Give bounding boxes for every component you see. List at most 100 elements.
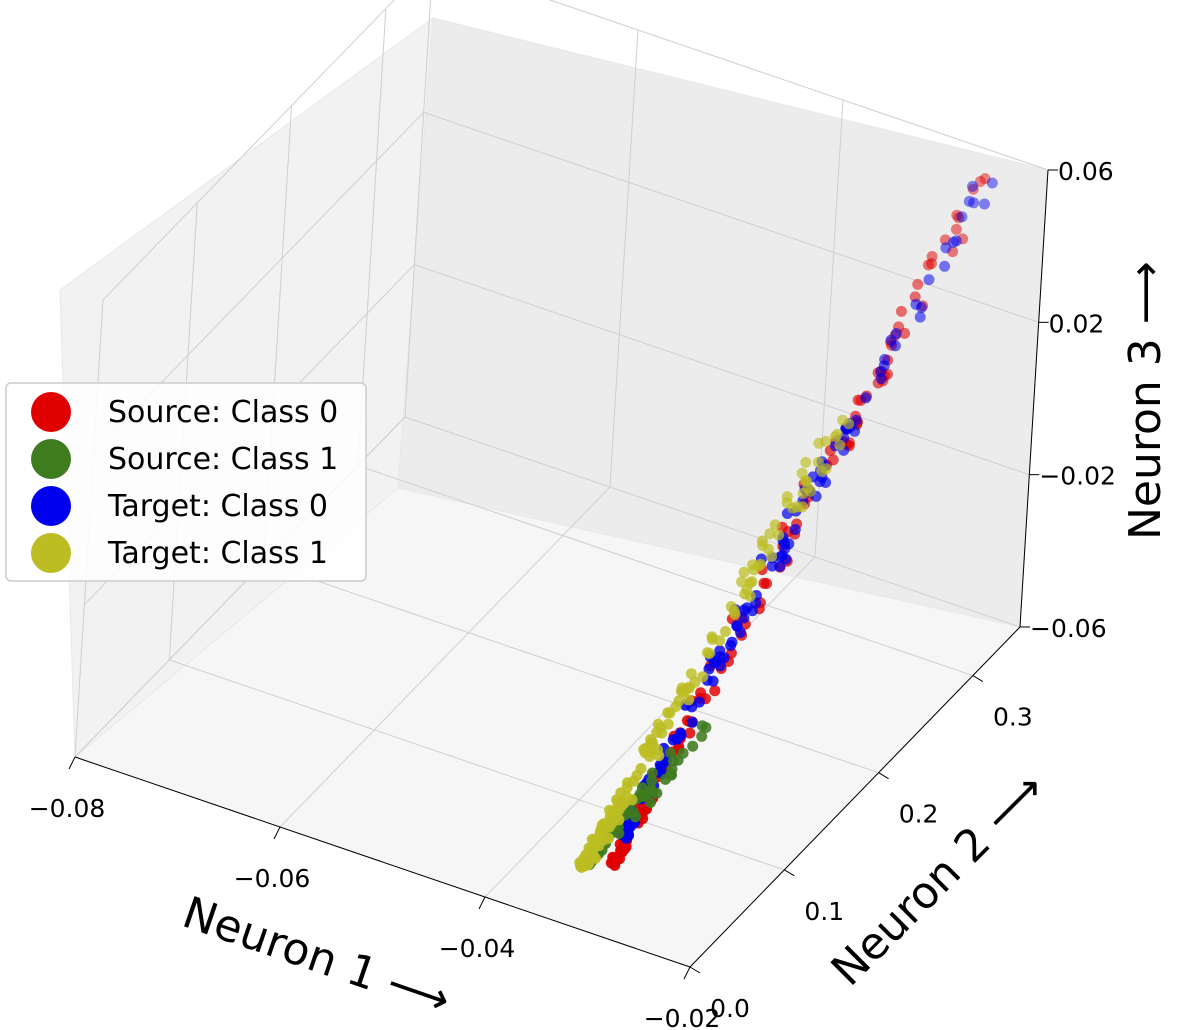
legend-marker-target-class-1: [31, 533, 71, 573]
data-point: [766, 560, 778, 572]
data-point: [611, 852, 623, 864]
y-axis-title: Neuron 2 ⟶: [822, 763, 1055, 996]
x-axis-tick: [683, 966, 691, 980]
data-point: [720, 626, 731, 637]
data-point: [979, 173, 991, 185]
data-point: [668, 755, 679, 767]
data-point: [979, 198, 990, 210]
y-axis-tick: [689, 966, 701, 974]
data-point: [631, 769, 643, 781]
z-axis-tick-label: −0.02: [1039, 462, 1116, 491]
data-point: [813, 437, 825, 449]
legend-box: [5, 382, 367, 582]
data-point: [738, 612, 750, 624]
x-axis-line: [74, 756, 691, 968]
legend-marker-source-class-1: [31, 439, 71, 479]
data-point: [703, 648, 715, 659]
data-point: [885, 334, 897, 346]
data-point: [644, 751, 656, 762]
data-point: [940, 242, 952, 254]
data-point: [963, 195, 975, 207]
x-axis-tick: [68, 756, 76, 770]
data-point: [769, 519, 781, 531]
data-point: [696, 720, 708, 732]
data-point: [747, 559, 759, 571]
data-point: [637, 791, 649, 802]
data-point: [675, 729, 687, 741]
tick-labels: −0.08−0.06−0.04−0.020.00.10.20.3−0.06−0.…: [29, 157, 1116, 1030]
data-point: [956, 211, 968, 223]
y-axis-line: [689, 626, 1021, 968]
data-point: [968, 197, 980, 209]
data-point: [687, 740, 699, 752]
z-axis-tick-label: −0.06: [1030, 614, 1107, 643]
y-axis-tick-label: 0.0: [710, 994, 750, 1023]
data-point: [789, 524, 801, 535]
z-axis-tick-label: 0.06: [1058, 157, 1114, 186]
data-point: [613, 827, 625, 839]
data-point: [645, 734, 657, 745]
data-point: [598, 821, 610, 833]
data-point: [744, 590, 756, 602]
x-axis-tick: [273, 826, 281, 840]
data-point: [741, 602, 753, 614]
data-point: [621, 782, 633, 793]
data-point: [762, 543, 774, 555]
legend-label-source-class-1: Source: Class 1: [108, 442, 338, 477]
data-point: [950, 223, 962, 235]
data-point: [796, 467, 808, 479]
data-point: [802, 482, 814, 494]
x-axis-tick: [478, 896, 486, 910]
data-point: [953, 212, 965, 224]
grid-line: [404, 0, 432, 418]
data-point: [755, 558, 767, 570]
z-axis-tick-label: 0.02: [1049, 309, 1105, 338]
data-point: [939, 260, 951, 272]
data-point: [787, 502, 799, 514]
data-point: [611, 810, 623, 822]
legend-label-target-class-0: Target: Class 0: [107, 489, 328, 524]
tick-marks: [68, 169, 1058, 980]
data-point: [967, 183, 979, 195]
data-point: [797, 501, 808, 513]
data-point: [922, 259, 934, 271]
legend-label-source-class-0: Source: Class 0: [108, 395, 338, 430]
data-point: [618, 797, 630, 809]
data-point: [912, 278, 924, 290]
grid-line: [357, 465, 974, 677]
z-axis-title: Neuron 3 ⟶: [1120, 261, 1171, 540]
data-point: [696, 730, 708, 742]
data-point: [967, 180, 978, 192]
data-point: [764, 528, 776, 540]
data-point: [676, 682, 688, 694]
data-points: [574, 173, 998, 873]
data-point: [780, 553, 792, 565]
y-axis-tick: [784, 869, 795, 877]
y-axis-tick: [972, 675, 984, 683]
x-axis-tick-label: −0.08: [29, 794, 106, 823]
data-point: [685, 668, 697, 680]
legend-label-target-class-1: Target: Class 1: [107, 536, 328, 571]
data-point: [926, 251, 938, 262]
grid-line: [404, 416, 1021, 628]
legend: Source: Class 0 Source: Class 1 Target: Cl…: [5, 382, 367, 582]
data-point: [875, 366, 887, 378]
grid-line: [609, 29, 639, 488]
data-point: [646, 775, 658, 787]
x-axis-tick-label: −0.02: [644, 1004, 721, 1030]
x-axis-tick-label: −0.04: [439, 934, 516, 963]
data-point: [779, 543, 791, 555]
data-point: [974, 176, 986, 187]
data-point: [837, 414, 849, 426]
legend-items: Source: Class 0 Source: Class 1 Target: Cl…: [31, 392, 338, 573]
data-point: [697, 671, 709, 683]
data-point: [895, 305, 907, 317]
data-point: [816, 465, 828, 477]
data-point: [655, 722, 667, 734]
data-point: [708, 657, 720, 668]
data-point: [773, 529, 785, 541]
data-point: [670, 700, 682, 712]
data-point: [593, 840, 605, 852]
data-point: [718, 652, 730, 664]
